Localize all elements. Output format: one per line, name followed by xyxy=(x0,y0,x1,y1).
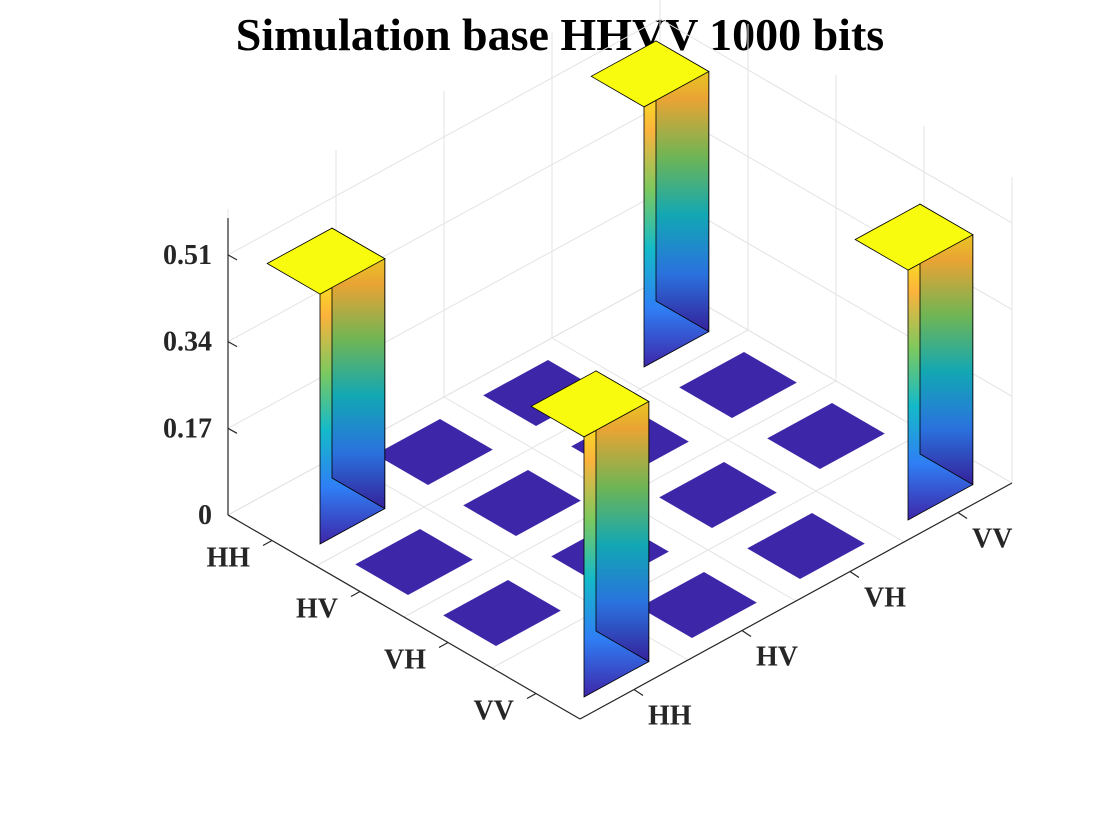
bar xyxy=(530,370,650,698)
bar-zero xyxy=(767,403,885,469)
row-tick xyxy=(262,539,273,547)
row-tick-label: HH xyxy=(206,543,250,574)
z-tick-label: 0 xyxy=(198,500,212,531)
col-tick-label: VH xyxy=(864,583,906,614)
col-tick-label: VV xyxy=(972,524,1012,555)
bar-zero xyxy=(443,580,561,646)
grid-line xyxy=(551,337,905,543)
bars xyxy=(266,40,974,698)
bar xyxy=(590,40,710,368)
col-tick-label: HV xyxy=(756,642,798,673)
chart-title: Simulation base HHVV 1000 bits xyxy=(235,9,885,60)
bar-zero xyxy=(483,360,601,426)
row-axis xyxy=(227,514,581,720)
col-tick xyxy=(741,630,752,637)
row-tick xyxy=(350,590,361,598)
col-tick xyxy=(633,689,644,696)
row-tick-label: HV xyxy=(296,594,338,625)
z-tick-label: 0.17 xyxy=(163,413,212,444)
bar-zero xyxy=(659,462,777,528)
axes xyxy=(227,218,1013,720)
z-tick-label: 0.34 xyxy=(163,327,212,358)
col-tick xyxy=(957,512,968,519)
row-tick-label: VH xyxy=(384,645,426,676)
bar-zero xyxy=(639,572,757,638)
col-tick xyxy=(849,571,860,578)
bar-zero xyxy=(463,470,581,536)
col-axis xyxy=(579,482,1013,720)
bar-zero xyxy=(375,419,493,485)
z-tick xyxy=(227,427,238,434)
row-tick-label: VV xyxy=(474,696,514,727)
row-tick xyxy=(438,641,449,649)
row-tick xyxy=(526,692,537,700)
tick-labels: 0 0.17 0.34 0.51 HH HV VH VV HH HV VH VV xyxy=(163,240,1012,732)
bar xyxy=(854,203,974,521)
z-tick-label: 0.51 xyxy=(163,240,212,271)
bar-zero xyxy=(355,529,473,595)
z-tick xyxy=(227,514,238,521)
col-tick-label: HH xyxy=(648,701,692,732)
bar-zero xyxy=(679,352,797,418)
z-tick xyxy=(227,341,238,348)
bar-zero xyxy=(747,513,865,579)
grid-line xyxy=(227,18,1013,256)
bar xyxy=(266,227,386,545)
z-tick xyxy=(227,254,238,261)
